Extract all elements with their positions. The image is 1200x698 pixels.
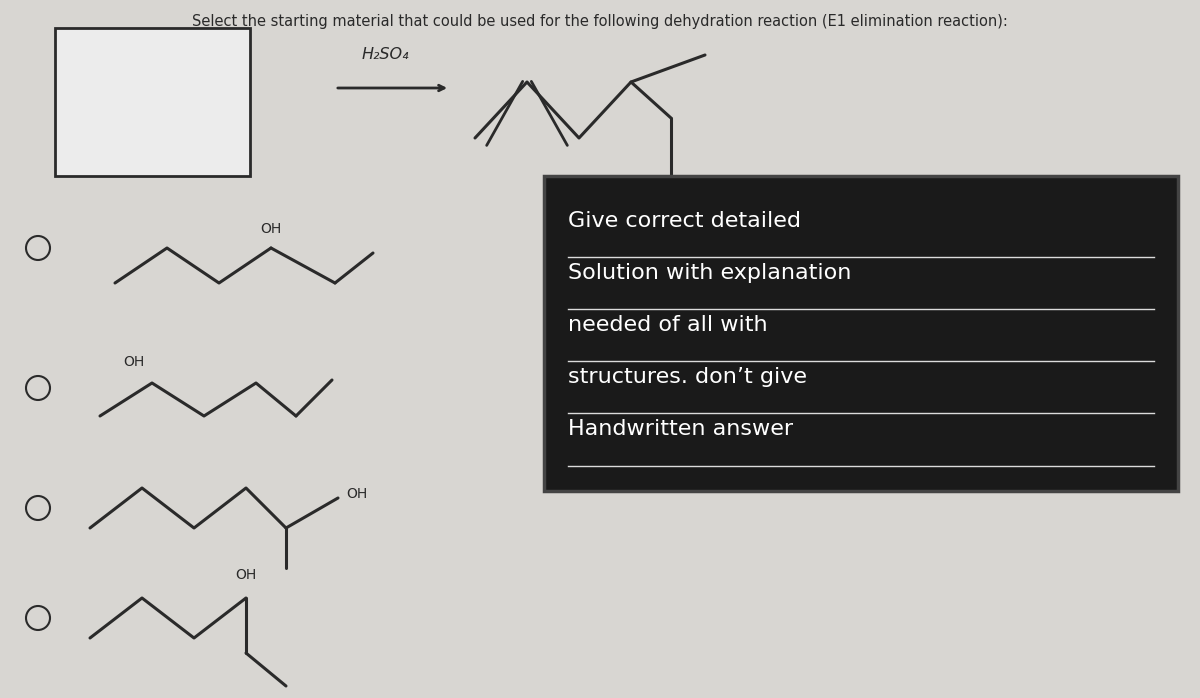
Text: Select the starting material that could be used for the following dehydration re: Select the starting material that could …: [192, 14, 1008, 29]
FancyBboxPatch shape: [544, 176, 1178, 491]
Text: H₂SO₄: H₂SO₄: [361, 47, 409, 62]
Text: OH: OH: [122, 355, 144, 369]
Text: needed of all with: needed of all with: [568, 315, 768, 335]
Text: OH: OH: [235, 568, 257, 582]
Text: OH: OH: [346, 487, 367, 501]
Text: Give correct detailed: Give correct detailed: [568, 211, 802, 231]
Text: Handwritten answer: Handwritten answer: [568, 419, 793, 440]
Bar: [55, 28, 250, 176]
Text: Solution with explanation: Solution with explanation: [568, 263, 851, 283]
Text: structures. don’t give: structures. don’t give: [568, 367, 808, 387]
Text: OH: OH: [260, 222, 282, 236]
